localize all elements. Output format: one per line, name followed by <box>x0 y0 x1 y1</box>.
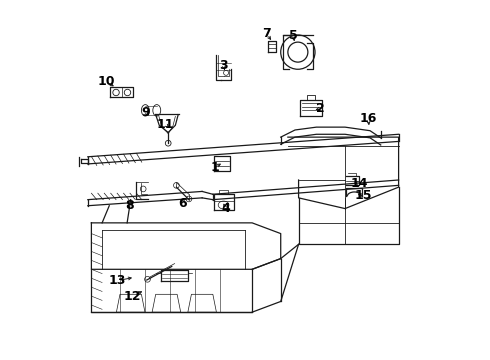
Text: 9: 9 <box>142 105 150 119</box>
Text: 11: 11 <box>157 118 174 131</box>
Text: 15: 15 <box>355 189 372 202</box>
Text: 2: 2 <box>316 102 324 115</box>
Text: 16: 16 <box>360 112 377 125</box>
Text: 1: 1 <box>210 161 219 174</box>
Text: 13: 13 <box>108 274 126 287</box>
Text: 14: 14 <box>350 177 368 190</box>
Text: 6: 6 <box>178 197 187 210</box>
Text: 5: 5 <box>289 29 297 42</box>
Text: 8: 8 <box>125 198 134 212</box>
Text: 4: 4 <box>221 202 230 215</box>
Text: 7: 7 <box>262 27 271 40</box>
Text: 3: 3 <box>219 59 228 72</box>
Text: 12: 12 <box>123 289 141 303</box>
Text: 10: 10 <box>98 75 115 88</box>
